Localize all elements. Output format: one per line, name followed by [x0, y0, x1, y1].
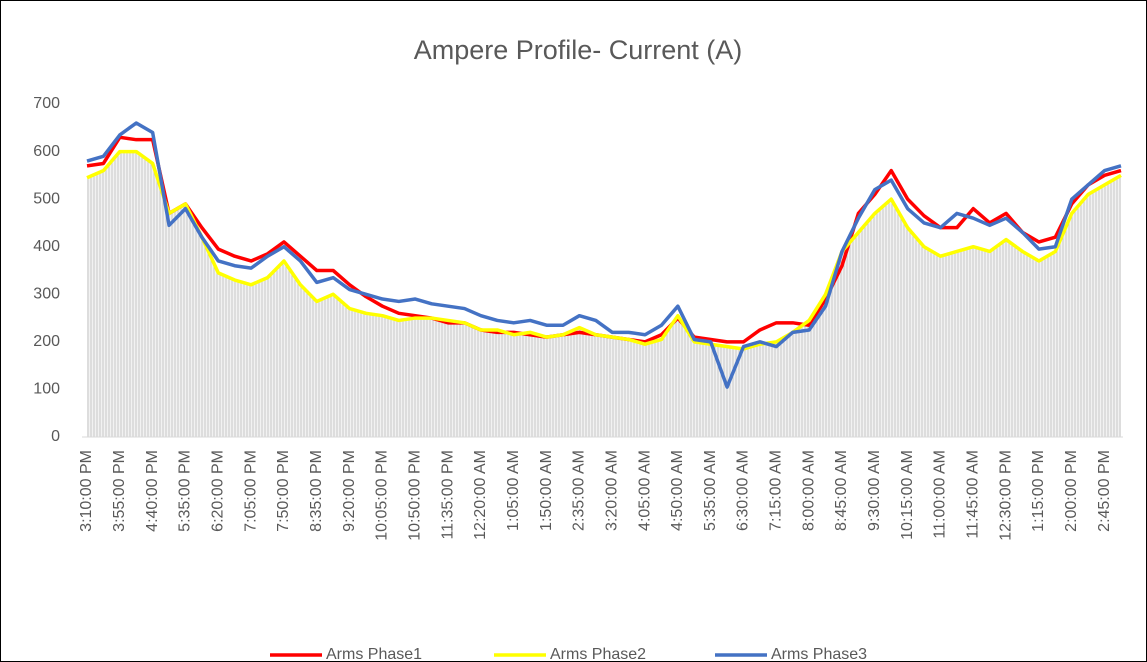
- x-tick-label: 11:35:00 PM: [439, 450, 456, 540]
- x-tick-label: 8:35:00 PM: [308, 450, 325, 532]
- y-tick-label: 600: [33, 143, 60, 160]
- x-tick-label: 3:55:00 PM: [111, 450, 128, 532]
- x-tick-label: 7:50:00 PM: [275, 450, 292, 532]
- y-tick-label: 700: [33, 95, 60, 112]
- x-tick-label: 5:35:00 PM: [177, 450, 194, 532]
- x-tick-label: 9:30:00 AM: [866, 450, 883, 531]
- y-tick-label: 500: [33, 190, 60, 207]
- x-tick-label: 12:30:00 PM: [997, 450, 1014, 541]
- x-tick-label: 1:15:00 PM: [1030, 450, 1047, 532]
- series-line: [86, 149, 1122, 351]
- x-tick-label: 2:35:00 AM: [571, 450, 588, 531]
- x-tick-label: 12:20:00 AM: [472, 450, 489, 540]
- legend-label: Arms Phase1: [326, 646, 422, 662]
- x-tick-label: 3:10:00 PM: [78, 450, 95, 532]
- y-tick-label: 200: [33, 333, 60, 350]
- x-tick-label: 1:50:00 AM: [538, 450, 555, 531]
- series-line: [86, 121, 1122, 389]
- y-tick-label: 100: [33, 381, 60, 398]
- x-tick-label: 11:00:00 AM: [932, 450, 949, 539]
- x-tick-label: 7:05:00 PM: [242, 450, 259, 532]
- x-tick-label: 6:20:00 PM: [210, 450, 227, 532]
- x-tick-label: 8:45:00 AM: [833, 450, 850, 531]
- x-tick-label: 2:45:00 PM: [1096, 450, 1113, 532]
- x-tick-label: 9:20:00 PM: [341, 450, 358, 532]
- x-tick-label: 10:15:00 AM: [899, 450, 916, 540]
- legend-label: Arms Phase3: [771, 646, 867, 662]
- x-tick-label: 10:50:00 PM: [406, 450, 423, 541]
- legend-label: Arms Phase2: [550, 646, 646, 662]
- x-tick-label: 4:05:00 AM: [636, 450, 653, 531]
- x-tick-label: 7:15:00 AM: [768, 450, 785, 531]
- x-tick-label: 6:30:00 AM: [735, 450, 752, 531]
- y-tick-label: 400: [33, 238, 60, 255]
- x-tick-label: 2:00:00 PM: [1063, 450, 1080, 532]
- y-tick-label: 300: [33, 286, 60, 303]
- x-tick-label: 10:05:00 PM: [374, 450, 391, 541]
- x-tick-label: 4:40:00 PM: [144, 450, 161, 532]
- x-tick-label: 11:45:00 AM: [965, 450, 982, 539]
- x-tick-label: 5:35:00 AM: [702, 450, 719, 531]
- x-tick-label: 8:00:00 AM: [800, 450, 817, 531]
- chart-title: Ampere Profile- Current (A): [414, 35, 743, 65]
- drop-area: [87, 151, 1121, 438]
- x-tick-label: 1:05:00 AM: [505, 450, 522, 531]
- x-tick-label: 4:50:00 AM: [669, 450, 686, 531]
- y-tick-label: 0: [51, 428, 60, 445]
- x-tick-label: 3:20:00 AM: [603, 450, 620, 531]
